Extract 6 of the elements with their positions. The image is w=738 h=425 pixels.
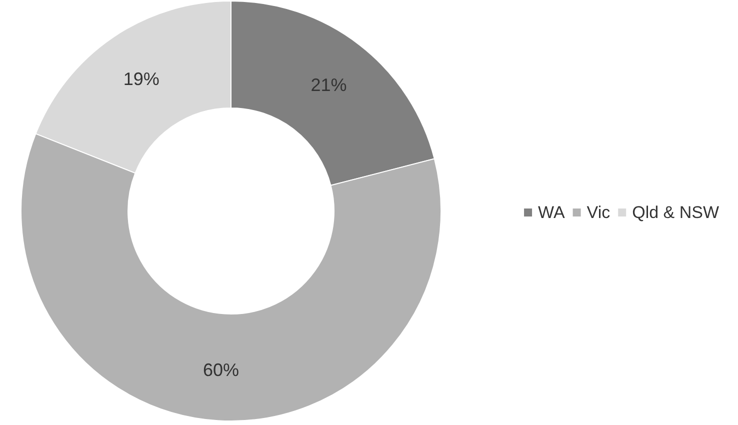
legend-label: Qld & NSW — [632, 203, 720, 222]
data-label: 21% — [310, 74, 347, 95]
data-label: 60% — [202, 360, 239, 380]
legend-label: Vic — [586, 203, 611, 222]
data-label: 19% — [123, 69, 160, 90]
legend-label: WA — [538, 203, 566, 222]
